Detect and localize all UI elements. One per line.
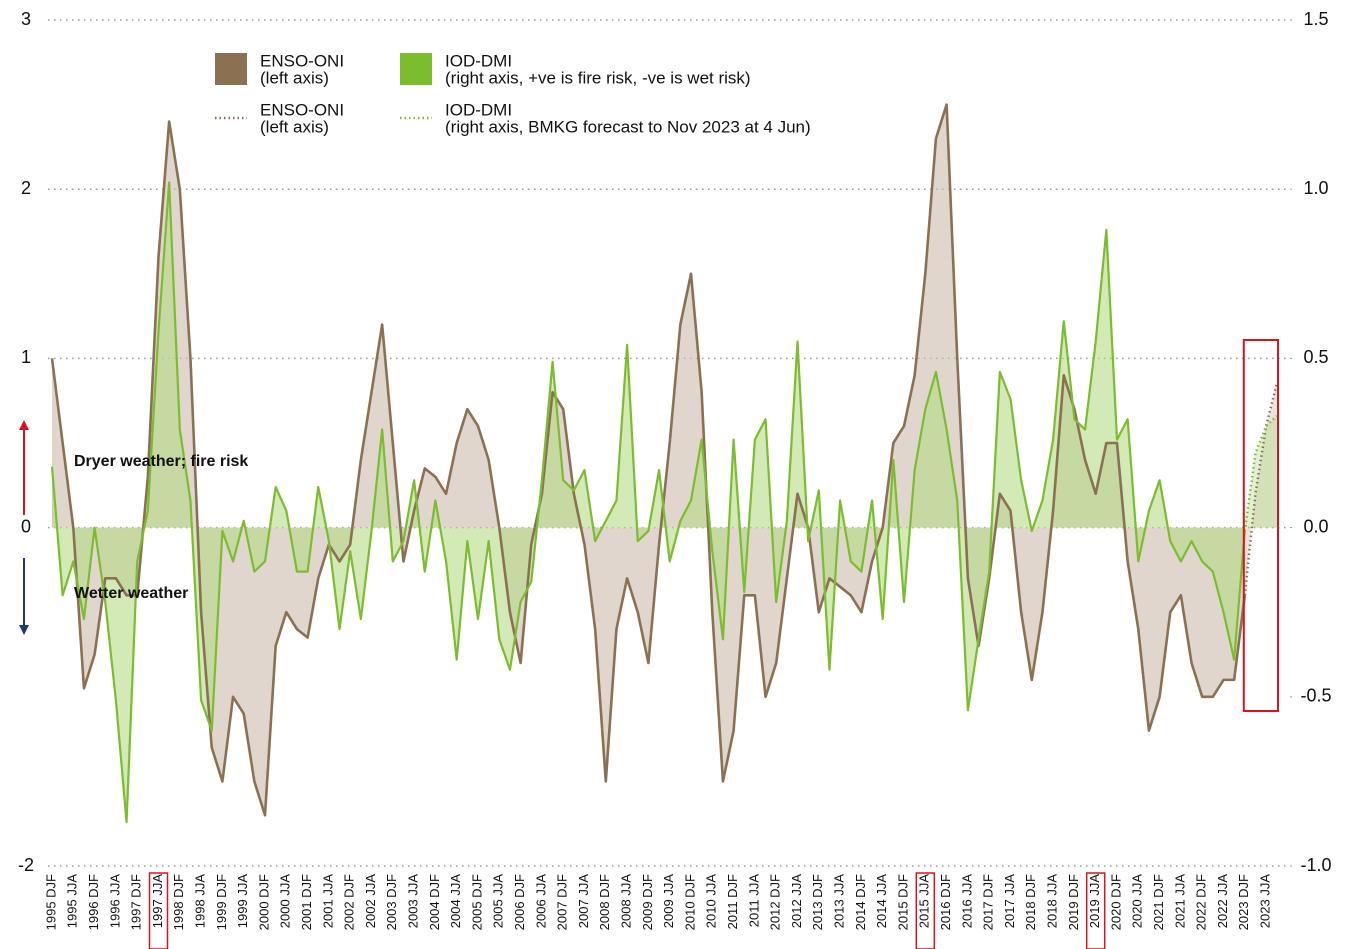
x-tick-label: 1995 JJA — [65, 874, 80, 929]
legend-label: IOD-DMI — [445, 100, 512, 119]
legend-swatch — [215, 53, 247, 85]
x-tick-label: 2018 JJA — [1045, 874, 1060, 929]
x-tick-label: 2021 DJF — [1151, 874, 1166, 930]
x-tick-label: 2001 DJF — [299, 874, 314, 930]
legend-note: (right axis, +ve is fire risk, -ve is we… — [445, 68, 751, 87]
y2-tick-label: -1.0 — [1300, 855, 1331, 875]
x-tick-label: 2020 DJF — [1108, 874, 1123, 930]
x-tick-label: 1996 DJF — [86, 874, 101, 930]
line — [50, 103, 1247, 817]
y2-tick-label: 1.0 — [1303, 178, 1328, 198]
x-tick-label: 2006 DJF — [512, 874, 527, 930]
x-tick-label: 2012 JJA — [789, 874, 804, 929]
area — [52, 104, 1245, 816]
x-tick-label: 2008 DJF — [597, 874, 612, 930]
y2-tick-label: 0.5 — [1303, 347, 1328, 367]
highlight-box — [148, 872, 169, 949]
x-tick-label: 2015 JJA — [917, 874, 932, 929]
legend-label: ENSO-ONI — [260, 51, 344, 70]
x-tick-label: 2006 JJA — [533, 874, 548, 929]
x-tick-label: 2016 JJA — [959, 874, 974, 929]
x-tick-label: 2023 DJF — [1236, 874, 1251, 930]
x-tick-label: 2003 JJA — [406, 874, 421, 929]
x-tick-label: 2018 DJF — [1023, 874, 1038, 930]
legend-label: IOD-DMI — [445, 51, 512, 70]
x-tick-label: 2008 JJA — [619, 874, 634, 929]
y-tick-label: 1 — [21, 347, 31, 367]
x-tick-label: 2007 DJF — [555, 874, 570, 930]
x-tick-label: 1995 DJF — [43, 874, 58, 930]
highlight-box — [915, 872, 936, 949]
x-tick-label: 2005 JJA — [491, 874, 506, 929]
y-tick-label: -2 — [18, 855, 34, 875]
x-tick-label: 2009 JJA — [661, 874, 676, 929]
legend-swatch — [400, 53, 432, 85]
x-tick-label: 2021 JJA — [1172, 874, 1187, 929]
x-tick-label: 2011 DJF — [725, 874, 740, 929]
x-tick-label: 2000 JJA — [278, 874, 293, 929]
x-tick-label: 2000 DJF — [256, 874, 271, 930]
area — [1244, 383, 1277, 596]
x-tick-label: 1997 JJA — [150, 874, 165, 929]
line — [50, 181, 1246, 824]
x-tick-label: 2023 JJA — [1258, 874, 1273, 929]
x-tick-label: 2017 JJA — [1002, 874, 1017, 929]
annotation: Wetter weather — [74, 585, 188, 602]
y2-tick-label: -0.5 — [1300, 686, 1331, 706]
x-tick-label: 2005 DJF — [469, 874, 484, 930]
x-tick-label: 2004 DJF — [427, 874, 442, 930]
y-tick-label: 3 — [21, 9, 31, 29]
x-tick-label: 1997 DJF — [129, 874, 144, 930]
x-tick-label: 2002 JJA — [363, 874, 378, 929]
x-tick-label: 2019 DJF — [1066, 874, 1081, 930]
y2-tick-label: 1.5 — [1303, 9, 1328, 29]
x-tick-label: 2002 DJF — [342, 874, 357, 930]
y-tick-label: 2 — [21, 178, 31, 198]
x-tick-label: 2012 DJF — [768, 874, 783, 930]
x-tick-label: 2016 DJF — [938, 874, 953, 930]
x-tick-label: 2014 JJA — [874, 874, 889, 929]
line — [1243, 383, 1278, 596]
x-tick-label: 2020 JJA — [1130, 874, 1145, 929]
x-tick-label: 1996 JJA — [107, 874, 122, 929]
legend-label: ENSO-ONI — [260, 100, 344, 119]
x-tick-label: 2011 JJA — [746, 874, 761, 928]
x-tick-label: 2004 JJA — [448, 874, 463, 929]
annotation: Dryer weather; fire risk — [74, 453, 248, 470]
x-tick-label: 2010 DJF — [682, 874, 697, 930]
legend-note: (right axis, BMKG forecast to Nov 2023 a… — [445, 117, 811, 136]
x-tick-label: 2015 DJF — [895, 874, 910, 930]
x-tick-label: 1999 JJA — [235, 874, 250, 929]
x-tick-label: 2022 DJF — [1194, 874, 1209, 930]
x-tick-label: 2010 JJA — [704, 874, 719, 929]
x-tick-label: 1999 DJF — [214, 874, 229, 930]
x-tick-label: 2014 DJF — [853, 874, 868, 930]
x-tick-label: 2007 JJA — [576, 874, 591, 929]
area — [1244, 415, 1277, 531]
legend-note: (left axis) — [260, 68, 329, 87]
x-tick-label: 2019 JJA — [1087, 874, 1102, 929]
x-tick-label: 2022 JJA — [1215, 874, 1230, 929]
y-tick-label: 0 — [21, 516, 31, 536]
highlight-box — [1085, 872, 1106, 949]
x-tick-label: 1998 DJF — [171, 874, 186, 930]
legend-note: (left axis) — [260, 117, 329, 136]
x-tick-label: 2017 DJF — [981, 874, 996, 930]
x-tick-label: 2013 JJA — [832, 874, 847, 929]
x-tick-label: 2009 DJF — [640, 874, 655, 930]
area — [52, 182, 1245, 823]
x-tick-label: 2013 DJF — [810, 874, 825, 930]
y2-tick-label: 0.0 — [1303, 516, 1328, 536]
x-tick-label: 1998 JJA — [193, 874, 208, 929]
x-tick-label: 2001 JJA — [320, 874, 335, 929]
forecast-box — [1242, 339, 1280, 712]
x-tick-label: 2003 DJF — [384, 874, 399, 930]
